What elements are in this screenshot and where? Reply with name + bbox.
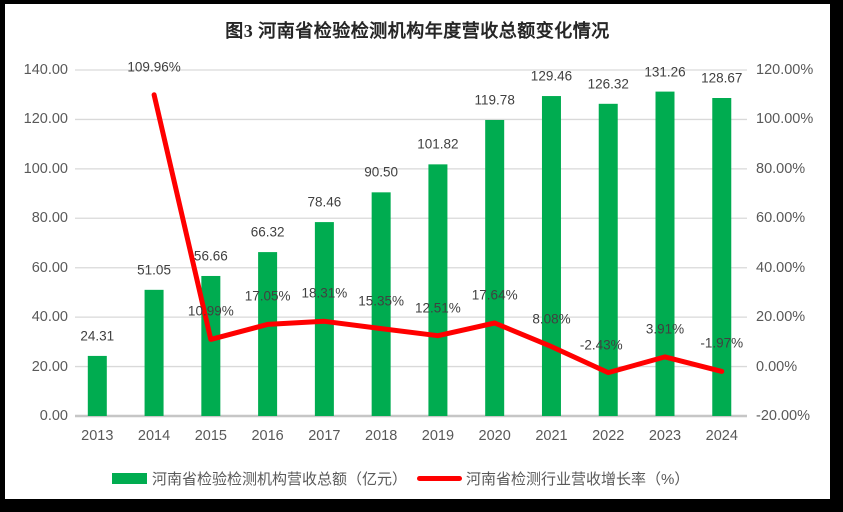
legend-bar-swatch <box>112 473 147 484</box>
bar-2015 <box>201 275 221 416</box>
bar-2016 <box>258 252 278 416</box>
legend-item-revenue: 河南省检验检测机构营收总额（亿元） <box>112 468 407 489</box>
chart-title: 图3 河南省检验检测机构年度营收总额变化情况 <box>225 21 610 41</box>
bar-2022 <box>598 103 618 416</box>
bar-2024 <box>712 98 732 417</box>
growth-line <box>151 92 725 376</box>
legend-revenue-label: 河南省检验检测机构营收总额（亿元） <box>152 471 408 488</box>
bar-2013 <box>87 355 107 416</box>
bar-2021 <box>541 96 561 416</box>
chart-surface: 图3 河南省检验检测机构年度营收总额变化情况 0.00 -20.00% 20.00 0… <box>5 4 830 499</box>
bar-2014 <box>144 289 164 416</box>
chart-legend: 河南省检验检测机构营收总额（亿元） 河南省检测行业营收增长率（%） <box>112 468 689 489</box>
bar-2019 <box>428 164 448 416</box>
bar-2023 <box>655 91 675 417</box>
plot-area <box>75 69 747 418</box>
legend-growth-label: 河南省检测行业营收增长率（%） <box>466 471 690 488</box>
bar-2020 <box>485 119 505 416</box>
bar-2018 <box>371 192 391 416</box>
legend-item-growth: 河南省检测行业营收增长率（%） <box>417 468 689 489</box>
legend-line-swatch <box>417 476 463 481</box>
